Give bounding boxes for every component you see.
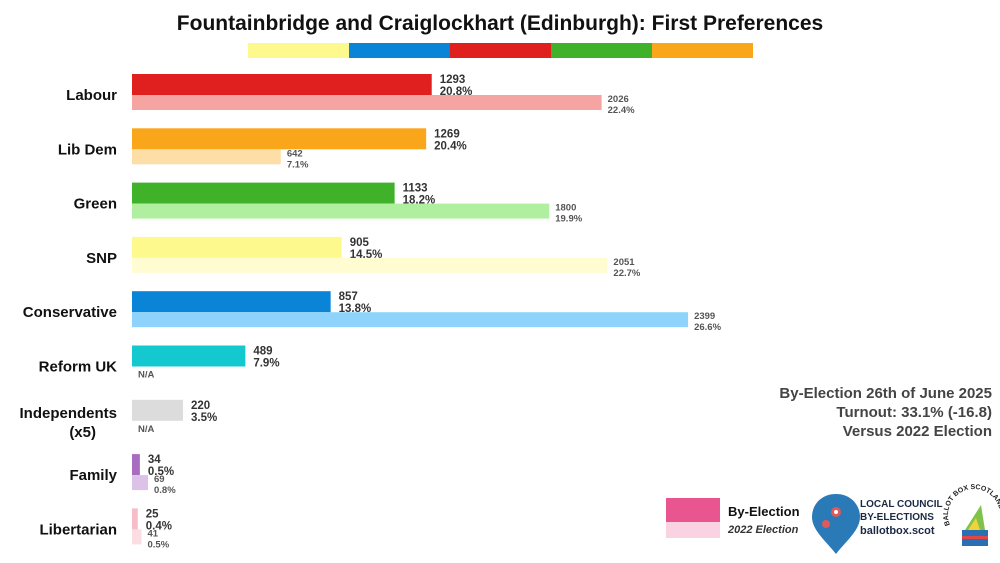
label-votes-2022-independents: N/A [138,424,155,435]
label-share-2022-green: 19.9% [555,214,582,225]
bar-by-election-reform-uk [132,346,245,367]
label-votes-2022-libertarian: 41 [148,528,159,539]
label-share-2022-labour: 22.4% [608,105,635,116]
category-label-labour: Labour [66,87,117,104]
category-label-lib-dem: Lib Dem [58,141,117,158]
bar-2022-conservative [132,312,688,327]
category-label-independents-line-1: (x5) [69,424,96,441]
category-label-family: Family [69,467,117,484]
party-color-strip [248,43,753,58]
label-votes-by-election-libertarian: 25 [146,508,159,520]
bar-by-election-independents [132,400,183,421]
label-votes-by-election-green: 1133 [403,183,428,195]
ballot-box-icon [962,505,988,546]
chart-root: Fountainbridge and Craiglockhart (Edinbu… [0,0,1000,558]
label-votes-2022-labour: 2026 [608,94,629,105]
label-share-2022-snp: 22.7% [613,268,640,279]
bar-2022-lib-dem [132,149,281,164]
bar-by-election-conservative [132,291,331,312]
legend-swatch-by-election [666,498,720,522]
bar-2022-labour [132,95,602,110]
bar-by-election-libertarian [132,508,138,529]
first-preferences-chart: Fountainbridge and Craiglockhart (Edinbu… [0,0,1000,558]
legend: By-Election 2022 Election [666,498,800,538]
map-pin-icon [812,494,860,554]
label-share-2022-conservative: 26.6% [694,322,721,333]
bar-group: 129320.8%202622.4%126920.4%6427.1%113318… [132,74,722,550]
bar-by-election-green [132,183,395,204]
color-strip-segment-4 [652,43,753,58]
label-votes-2022-green: 1800 [555,203,576,214]
label-votes-2022-reform-uk: N/A [138,370,155,381]
category-label-green: Green [74,196,117,213]
legend-label-2022-election: 2022 Election [727,524,799,536]
label-share-2022-family: 0.8% [154,485,176,496]
label-share-2022-lib-dem: 7.1% [287,159,309,170]
color-strip-segment-3 [551,43,652,58]
bar-by-election-snp [132,237,342,258]
color-strip-segment-1 [349,43,450,58]
ballotbox-logo: LOCAL COUNCIL BY-ELECTIONS ballotbox.sco… [812,494,943,554]
category-label-reform-uk: Reform UK [39,359,118,376]
info-line-2: Versus 2022 Election [843,423,992,440]
label-votes-by-election-snp: 905 [350,237,370,249]
label-votes-by-election-independents: 220 [191,400,210,412]
bar-2022-green [132,204,549,219]
label-share-by-election-lib-dem: 20.4% [434,140,467,152]
category-label-conservative: Conservative [23,304,117,321]
legend-swatch-2022-election [666,522,720,538]
color-strip-segment-2 [450,43,551,58]
label-votes-2022-family: 69 [154,474,165,485]
logo-line-website: ballotbox.scot [860,525,935,537]
logo-line-by-elections: BY-ELECTIONS [860,512,934,523]
info-line-0: By-Election 26th of June 2025 [779,385,992,402]
bar-2022-snp [132,258,607,273]
category-label-libertarian: Libertarian [39,521,117,538]
bar-by-election-lib-dem [132,128,426,149]
label-share-by-election-independents: 3.5% [191,412,217,424]
label-votes-by-election-lib-dem: 1269 [434,128,460,140]
bar-2022-libertarian [132,529,142,544]
label-share-2022-libertarian: 0.5% [148,539,170,550]
election-info: By-Election 26th of June 2025 Turnout: 33… [779,385,992,440]
category-label-snp: SNP [86,250,117,267]
info-line-1: Turnout: 33.1% (-16.8) [836,404,992,421]
label-votes-by-election-labour: 1293 [440,74,466,86]
bar-by-election-labour [132,74,432,95]
ballot-box-scotland-seal: BALLOT BOX SCOTLAND [943,484,1000,546]
logo-line-local-council: LOCAL COUNCIL [860,499,943,510]
label-votes-2022-lib-dem: 642 [287,148,303,159]
color-strip-segment-0 [248,43,349,58]
category-labels: Labour Lib Dem Green SNP Conservative Reform … [19,87,117,538]
bar-2022-family [132,475,148,490]
label-votes-by-election-conservative: 857 [339,291,358,303]
label-share-by-election-reform-uk: 7.9% [253,358,279,370]
label-votes-2022-snp: 2051 [613,257,635,268]
legend-label-by-election: By-Election [728,504,800,519]
bar-by-election-family [132,454,140,475]
label-votes-by-election-reform-uk: 489 [253,346,272,358]
label-votes-by-election-family: 34 [148,454,161,466]
category-label-independents-line-0: Independents [19,405,117,422]
chart-title: Fountainbridge and Craiglockhart (Edinbu… [177,12,823,35]
label-votes-2022-conservative: 2399 [694,311,715,322]
